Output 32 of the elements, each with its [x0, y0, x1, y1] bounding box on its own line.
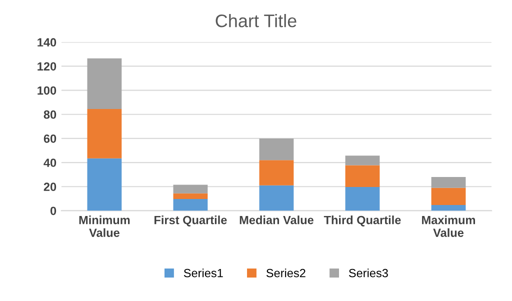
legend-label: Series3	[348, 268, 388, 278]
x-tick-label: Median Value	[240, 216, 314, 224]
bar	[87, 158, 122, 211]
y-tick-label: 20	[44, 182, 56, 192]
chart-title: Chart Title	[216, 14, 296, 28]
x-tick-label: Minimum Value	[79, 216, 130, 237]
bar	[431, 188, 466, 206]
bar	[345, 186, 380, 211]
y-tick-label: 120	[38, 62, 56, 71]
bar	[87, 108, 122, 158]
y-tick-label: 140	[38, 38, 56, 47]
bar	[345, 156, 380, 166]
bar	[345, 165, 380, 187]
bar	[259, 160, 294, 186]
bar	[87, 58, 122, 109]
x-tick-label: First Quartile	[154, 216, 227, 226]
y-tick-label: 40	[44, 158, 56, 167]
bar	[259, 138, 294, 160]
legend-label: Series1	[184, 268, 223, 278]
x-tick-label: Maximum Value	[422, 216, 476, 237]
x-tick-label: Third Quartile	[324, 216, 401, 226]
bar	[431, 205, 466, 211]
y-tick-label: 80	[44, 110, 56, 119]
bar	[173, 184, 208, 194]
bar	[259, 185, 294, 211]
bar	[431, 176, 466, 188]
bar	[173, 199, 208, 211]
y-tick-label: 100	[38, 86, 56, 95]
legend-label: Series2	[266, 268, 306, 278]
y-tick-label: 0	[50, 206, 56, 216]
y-tick-label: 60	[44, 134, 56, 143]
bar	[173, 193, 208, 200]
